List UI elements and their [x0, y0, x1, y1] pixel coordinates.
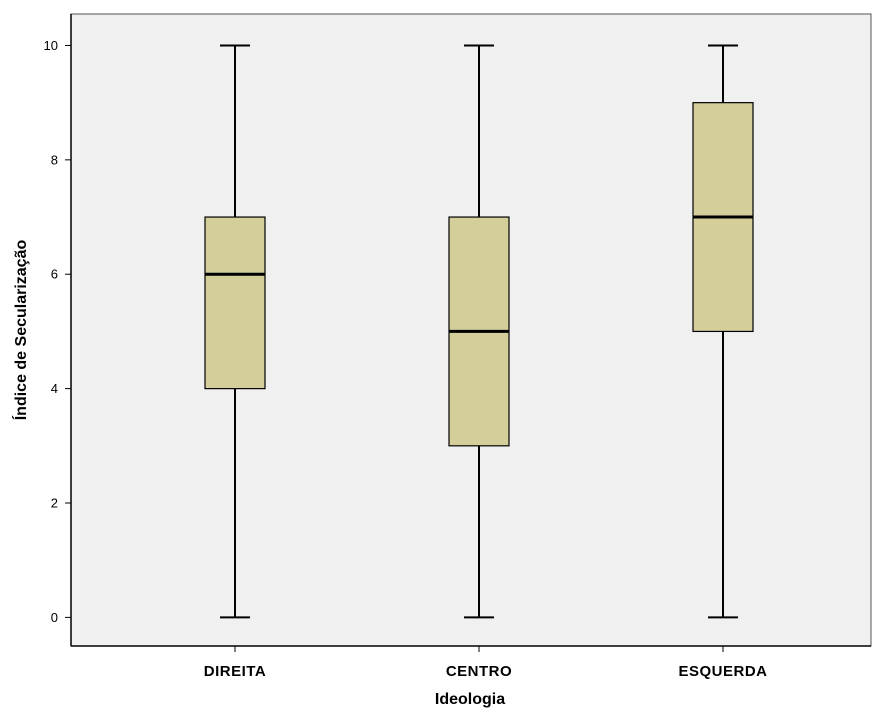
boxes-group: [204, 44, 754, 619]
y-axis-title: Índice de Secularização: [11, 240, 30, 421]
y-tick-label: 10: [44, 38, 58, 53]
x-tick-label-centro: CENTRO: [446, 663, 512, 680]
box-esquerda: [692, 44, 754, 619]
x-axis-title: Ideologia: [435, 691, 505, 708]
y-tick-label: 6: [51, 267, 58, 282]
x-tick-label-esquerda: ESQUERDA: [678, 663, 767, 680]
box-iqr: [204, 216, 266, 390]
box-centro: [448, 44, 510, 619]
x-tick-label-direita: DIREITA: [204, 663, 266, 680]
y-tick-label: 0: [51, 610, 58, 625]
y-tick-label: 2: [51, 496, 58, 511]
box-direita: [204, 44, 266, 619]
y-tick-label: 4: [51, 381, 58, 396]
x-axis: DIREITA CENTRO ESQUERDA: [71, 645, 871, 680]
y-axis: 0 2 4 6 8 10: [44, 14, 72, 646]
y-tick-label: 8: [51, 152, 58, 167]
